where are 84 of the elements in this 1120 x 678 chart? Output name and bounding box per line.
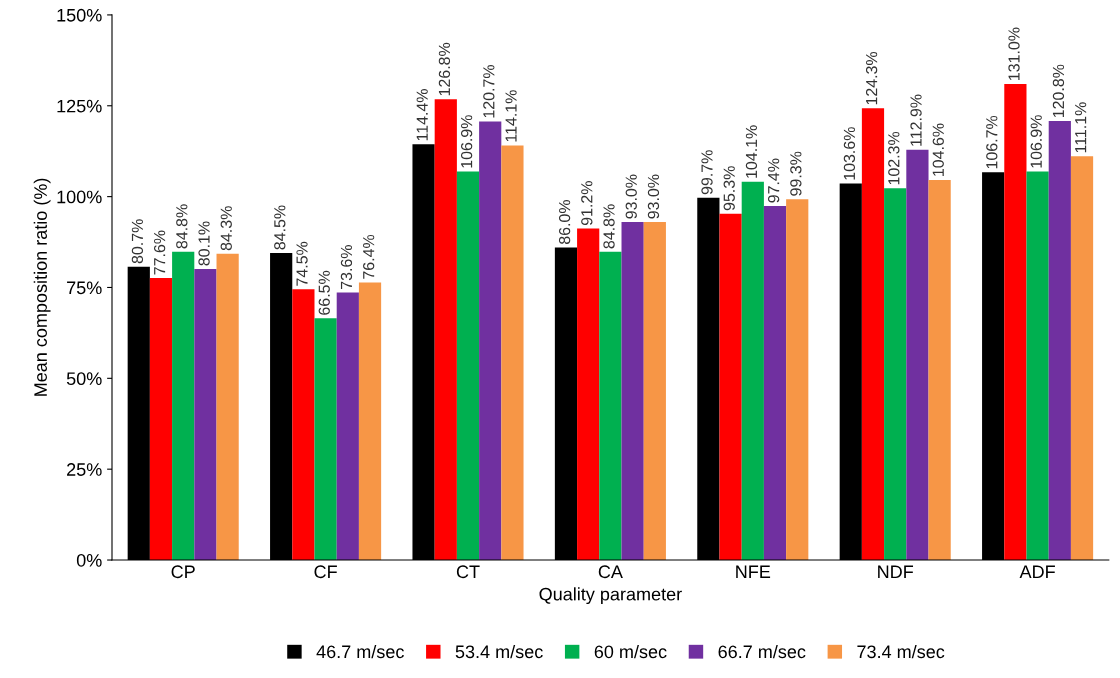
data-label: 114.4% (416, 89, 428, 141)
data-label: 84.8% (603, 204, 615, 249)
bar (861, 108, 885, 561)
data-label: 77.6% (153, 230, 166, 275)
bar (719, 213, 742, 561)
bar (479, 121, 502, 561)
bar (741, 181, 764, 561)
data-label: 80.7% (131, 219, 144, 264)
bar (149, 278, 173, 561)
data-label: 84.8% (176, 204, 188, 249)
y-tick-label: 150% (57, 8, 102, 22)
bar (1070, 156, 1094, 561)
bar (1004, 83, 1027, 561)
bar (763, 206, 787, 561)
x-tick-label: ADF (1019, 565, 1055, 578)
data-label: 99.7% (701, 150, 713, 195)
data-label: 73.6% (340, 245, 353, 289)
x-tick-label: NDF (878, 565, 914, 578)
legend-label: 66.7 m/sec (718, 644, 806, 659)
bar (216, 253, 239, 561)
data-label: 102.3% (888, 131, 900, 185)
bar (434, 99, 457, 561)
bar (786, 199, 809, 561)
x-tick-label: CA (598, 565, 623, 579)
y-tick-label: 0% (76, 553, 102, 567)
data-label: 97.4% (767, 158, 780, 203)
bar (292, 289, 315, 561)
data-label: 93.0% (625, 174, 637, 219)
data-label: 106.7% (986, 115, 998, 169)
bar (172, 251, 195, 561)
data-label: 95.3% (723, 166, 735, 211)
bar (643, 222, 666, 561)
data-label: 104.6% (932, 123, 944, 176)
y-tick-label: 25% (67, 463, 102, 476)
data-label: 104.1% (745, 125, 758, 178)
x-axis-title: Quality parameter (539, 587, 682, 605)
legend-label: 60 m/sec (594, 644, 667, 659)
data-label: 66.5% (318, 270, 330, 315)
data-label: 120.8% (1052, 64, 1065, 118)
y-tick-label: 125% (57, 99, 102, 113)
bar (456, 171, 480, 561)
bar (577, 228, 600, 561)
data-label: 74.5% (296, 241, 308, 286)
bar (906, 149, 929, 561)
y-tick-label: 100% (57, 190, 102, 204)
data-label: 103.6% (843, 127, 856, 180)
data-label: 84.5% (274, 205, 286, 250)
y-tick-label: 75% (67, 281, 102, 295)
data-label: 114.1% (505, 90, 517, 142)
x-tick-label: NFE (736, 565, 771, 578)
y-tick-label: 50% (66, 372, 102, 386)
x-tick-label: CT (456, 565, 480, 579)
bar (358, 282, 382, 561)
bar (336, 292, 359, 561)
legend-label: 53.4 m/sec (455, 644, 543, 659)
data-label: 80.1% (198, 221, 210, 266)
bar (1048, 121, 1071, 561)
bar (599, 251, 622, 561)
data-label: 112.9% (910, 94, 922, 146)
bar (501, 145, 524, 561)
data-label: 106.9% (1030, 115, 1042, 168)
data-label: 120.7% (483, 65, 495, 118)
data-label: 91.2% (581, 181, 593, 226)
data-label: 131.0% (1008, 27, 1020, 80)
y-axis-title: Mean composition ratio (%) (33, 178, 51, 396)
data-label: 126.8% (438, 42, 451, 96)
data-label: 106.9% (460, 115, 473, 168)
legend-label: 46.7 m/sec (316, 644, 404, 659)
data-label: 124.3% (865, 51, 878, 105)
bar (194, 268, 217, 561)
data-label: 111.1% (1075, 102, 1087, 153)
bar (1026, 171, 1049, 561)
bar (621, 222, 644, 561)
bar (884, 188, 907, 561)
x-tick-label: CP (171, 565, 195, 579)
data-label: 93.0% (647, 174, 660, 219)
data-label: 86.0% (558, 200, 571, 245)
data-label: 99.3% (790, 151, 802, 196)
data-label: 84.3% (220, 206, 232, 251)
bar (928, 179, 951, 561)
data-label: 76.4% (363, 234, 375, 279)
x-tick-label: CF (314, 565, 337, 579)
bar (314, 318, 337, 561)
legend-label: 73.4 m/sec (857, 644, 945, 659)
